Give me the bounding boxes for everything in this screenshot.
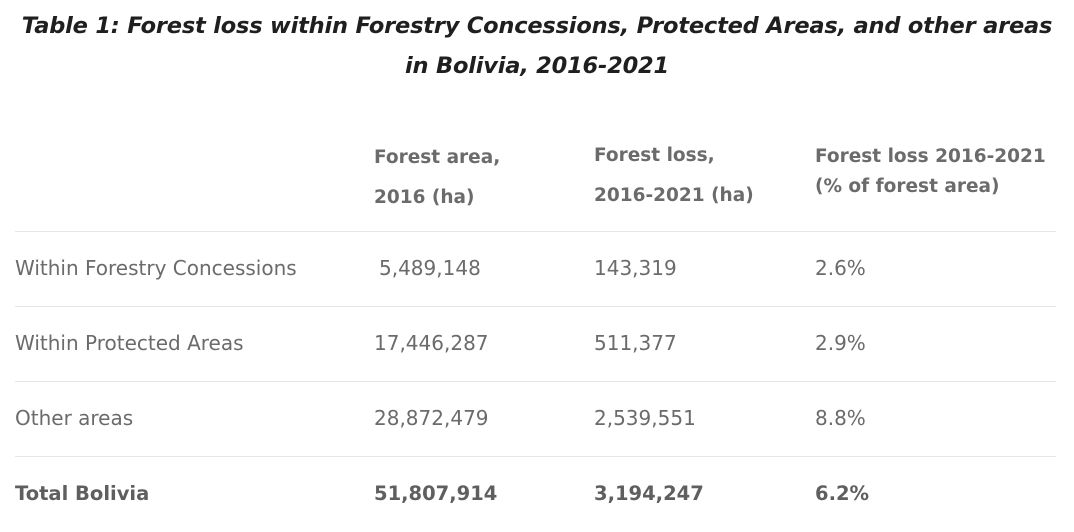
table-title-line-2: in Bolivia, 2016-2021 (405, 53, 669, 79)
forest-area-value: 28,872,479 (374, 406, 489, 430)
forest-loss-pct-value: 2.9% (815, 331, 866, 355)
header-forest-loss-pct: Forest loss 2016-2021 (% of forest area) (815, 142, 1046, 202)
table-row: Within Forestry Concessions 5,489,148 14… (15, 231, 1056, 306)
table-row: Other areas 28,872,479 2,539,551 8.8% (15, 381, 1056, 456)
total-label: Total Bolivia (15, 482, 150, 505)
row-divider (15, 231, 1056, 232)
header-forest-loss: Forest loss, 2016-2021 (ha) (594, 136, 754, 216)
table-title-line-1: Table 1: Forest loss within Forestry Con… (21, 13, 1053, 39)
forest-area-value: 17,446,287 (374, 331, 489, 355)
total-forest-area-value: 51,807,914 (374, 482, 498, 505)
row-divider (15, 456, 1056, 457)
header-forest-loss-pct-line-1: Forest loss 2016-2021 (815, 146, 1046, 167)
forest-loss-value: 143,319 (594, 256, 677, 280)
total-forest-loss-pct-value: 6.2% (815, 482, 870, 505)
total-row: Total Bolivia 51,807,914 3,194,247 6.2% (15, 456, 1056, 531)
header-forest-loss-line-2: 2016-2021 (ha) (594, 185, 754, 206)
forest-loss-value: 511,377 (594, 331, 677, 355)
row-label: Within Forestry Concessions (15, 256, 297, 280)
row-label: Within Protected Areas (15, 331, 244, 355)
forest-loss-pct-value: 8.8% (815, 406, 866, 430)
row-divider (15, 381, 1056, 382)
row-divider (15, 306, 1056, 307)
header-forest-loss-pct-line-2: (% of forest area) (815, 176, 1000, 197)
forest-loss-value: 2,539,551 (594, 406, 696, 430)
forest-area-value: 5,489,148 (379, 256, 481, 280)
row-label: Other areas (15, 406, 134, 430)
header-forest-area: Forest area, 2016 (ha) (374, 138, 500, 218)
forest-loss-pct-value: 2.6% (815, 256, 866, 280)
header-forest-area-line-2: 2016 (ha) (374, 187, 475, 208)
total-forest-loss-value: 3,194,247 (594, 482, 704, 505)
header-forest-loss-line-1: Forest loss, (594, 145, 715, 166)
table-title: Table 1: Forest loss within Forestry Con… (0, 6, 1074, 86)
table-row: Within Protected Areas 17,446,287 511,37… (15, 306, 1056, 381)
header-forest-area-line-1: Forest area, (374, 147, 501, 168)
